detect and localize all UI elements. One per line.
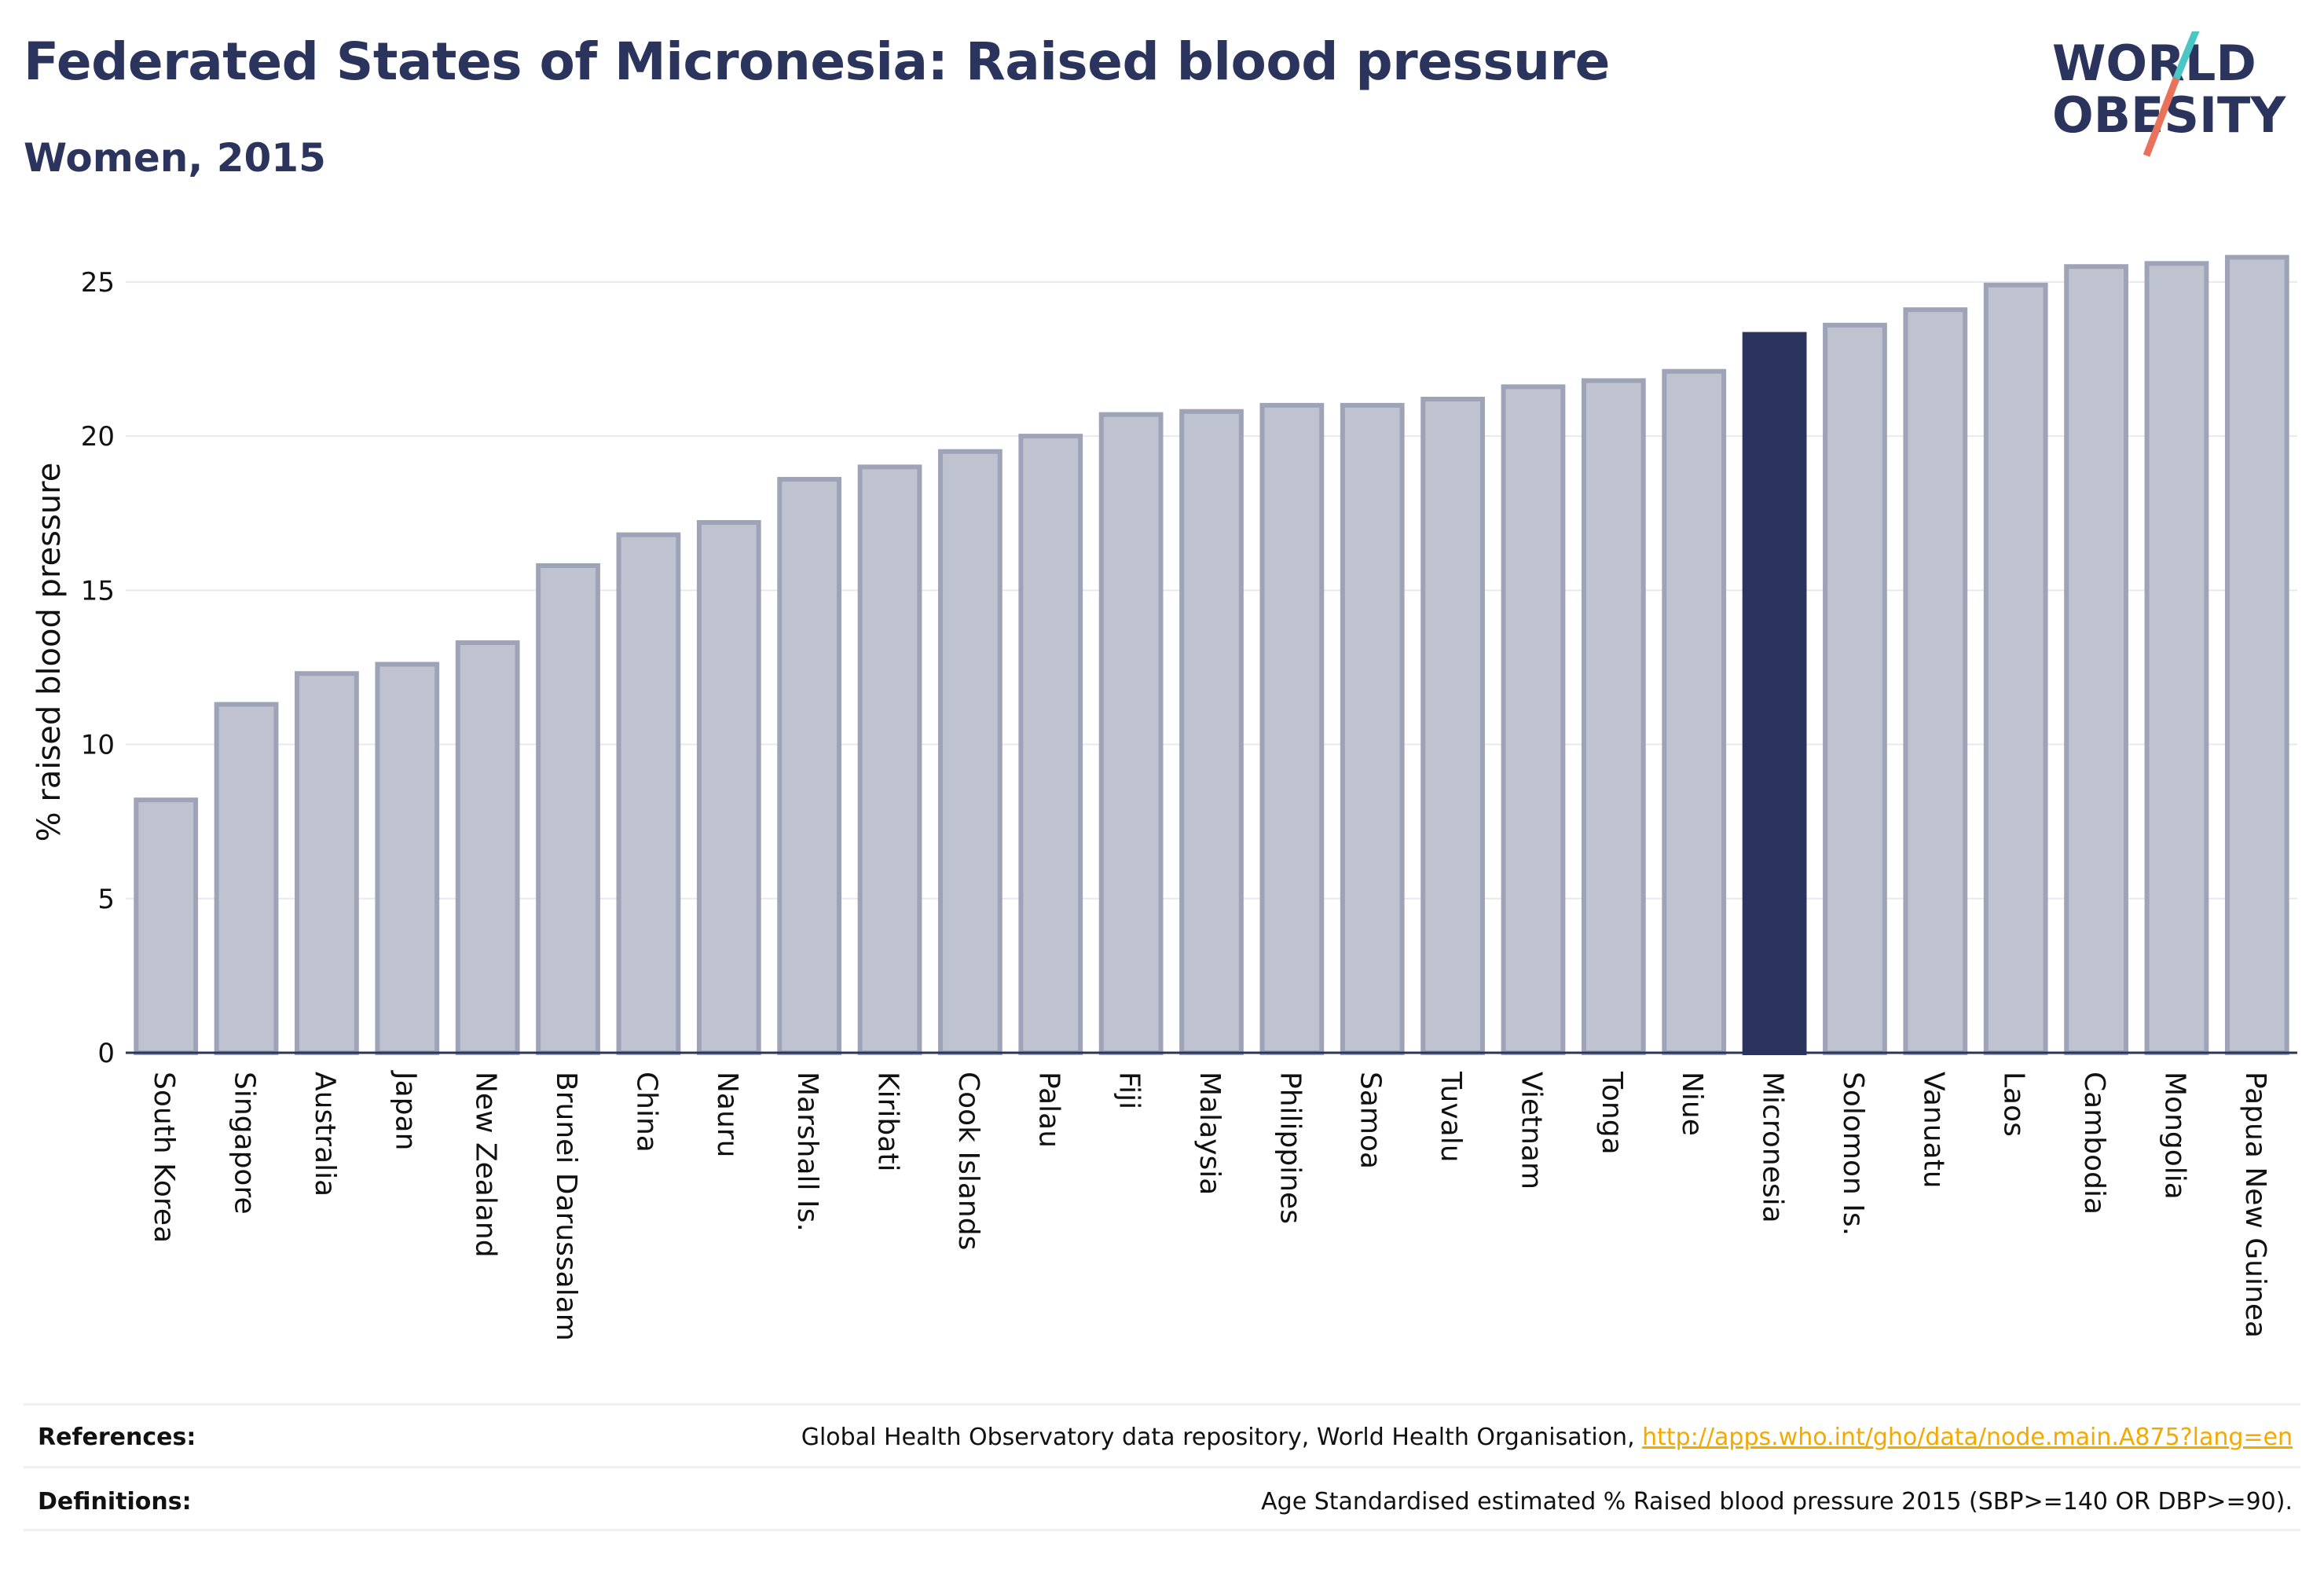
x-tick-label: Malaysia [1193, 1072, 1226, 1195]
logo-slash-coral [2143, 77, 2180, 157]
references-link[interactable]: http://apps.who.int/gho/data/node.main.A… [1642, 1424, 2293, 1451]
bar-cambodia [2064, 264, 2128, 1055]
x-tick-label: Australia [309, 1072, 341, 1197]
x-tick-label: Cambodia [2078, 1072, 2110, 1215]
bar-mongolia [2144, 261, 2209, 1055]
bar-china [616, 532, 681, 1055]
x-tick-label: Niue [1676, 1072, 1708, 1136]
y-tick-label: 15 [81, 575, 115, 607]
y-axis-title: % raised blood pressure [31, 463, 68, 842]
y-tick-label: 25 [81, 267, 115, 299]
x-tick-label: Micronesia [1757, 1072, 1789, 1223]
bar-solomon-is [1823, 322, 1887, 1055]
x-tick-label: Nauru [711, 1072, 743, 1157]
x-tick-label: Mongolia [2158, 1072, 2190, 1200]
page-subtitle: Women, 2015 [24, 135, 326, 181]
logo-slash-teal [2172, 31, 2200, 80]
bar-south-korea [134, 797, 199, 1055]
x-tick-label: Tuvalu [1435, 1071, 1467, 1163]
x-tick-label: Laos [1998, 1072, 2030, 1137]
bar-vanuatu [1903, 307, 1968, 1056]
bar-tonga [1581, 378, 1646, 1055]
bar-philippines [1259, 402, 1325, 1055]
bar-malaysia [1179, 409, 1244, 1055]
references-source: Global Health Observatory data repositor… [801, 1424, 1643, 1451]
y-tick-label: 5 [97, 884, 115, 915]
bar-fiji [1098, 412, 1164, 1055]
x-tick-label: New Zealand [470, 1072, 502, 1258]
world-obesity-logo: WORLD OBESITY [2052, 31, 2286, 157]
bar-cook-islands [938, 449, 1003, 1055]
x-tick-label: China [630, 1072, 662, 1153]
bar-new-zealand [455, 640, 520, 1055]
bar-chart: 0 5 10 15 20 25 % raised blood pressure South K… [31, 255, 2297, 1341]
bar-nauru [696, 519, 761, 1055]
page-title: Federated States of Micronesia: Raised b… [24, 31, 1610, 92]
logo-line1: WORLD [2052, 35, 2256, 92]
x-tick-label: Fiji [1113, 1072, 1146, 1109]
x-tick-label: Tonga [1596, 1071, 1628, 1155]
bar-kiribati [857, 464, 922, 1055]
y-tick-label: 0 [97, 1038, 115, 1069]
x-tick-label: Solomon Is. [1837, 1072, 1869, 1236]
y-tick-label: 20 [81, 421, 115, 453]
x-tick-label: Vietnam [1515, 1072, 1547, 1189]
y-tick-label: 10 [81, 730, 115, 761]
bar-tuvalu [1420, 397, 1485, 1055]
bar-palau [1018, 434, 1083, 1055]
references-label: References: [38, 1424, 196, 1451]
bar-vietnam [1501, 384, 1566, 1055]
x-tick-label: Cook Islands [952, 1072, 984, 1250]
bar-samoa [1340, 402, 1405, 1055]
x-tick-label: Marshall Is. [791, 1072, 823, 1232]
footer-divider-bottom [24, 1529, 2300, 1531]
footer-divider-middle [24, 1466, 2300, 1468]
bar-australia [295, 671, 359, 1055]
references-text: Global Health Observatory data repositor… [801, 1424, 2293, 1451]
x-tick-label: Palau [1032, 1072, 1065, 1148]
definitions-text: Age Standardised estimated % Raised bloo… [1261, 1488, 2293, 1516]
bar-marshall-is [777, 477, 842, 1055]
definitions-label: Definitions: [38, 1488, 192, 1516]
x-tick-label: Kiribati [872, 1072, 904, 1171]
bar-micronesia [1742, 332, 1807, 1055]
bar-papua-new-guinea [2224, 255, 2289, 1056]
x-tick-label: Philippines [1274, 1072, 1306, 1224]
x-tick-label: Singapore [229, 1072, 261, 1215]
x-tick-label: South Korea [148, 1072, 180, 1243]
x-tick-label: Brunei Darussalam [550, 1072, 582, 1341]
x-tick-label: Vanuatu [1917, 1072, 1949, 1189]
bar-laos [1983, 282, 2048, 1055]
x-tick-label: Papua New Guinea [2239, 1072, 2271, 1338]
bar-singapore [214, 702, 279, 1056]
x-tick-label: Samoa [1354, 1072, 1387, 1169]
bar-brunei-darussalam [536, 563, 600, 1055]
bar-niue [1662, 368, 1727, 1055]
footer-divider-top [24, 1403, 2300, 1406]
x-tick-label: Japan [389, 1070, 421, 1150]
bar-japan [375, 662, 440, 1056]
